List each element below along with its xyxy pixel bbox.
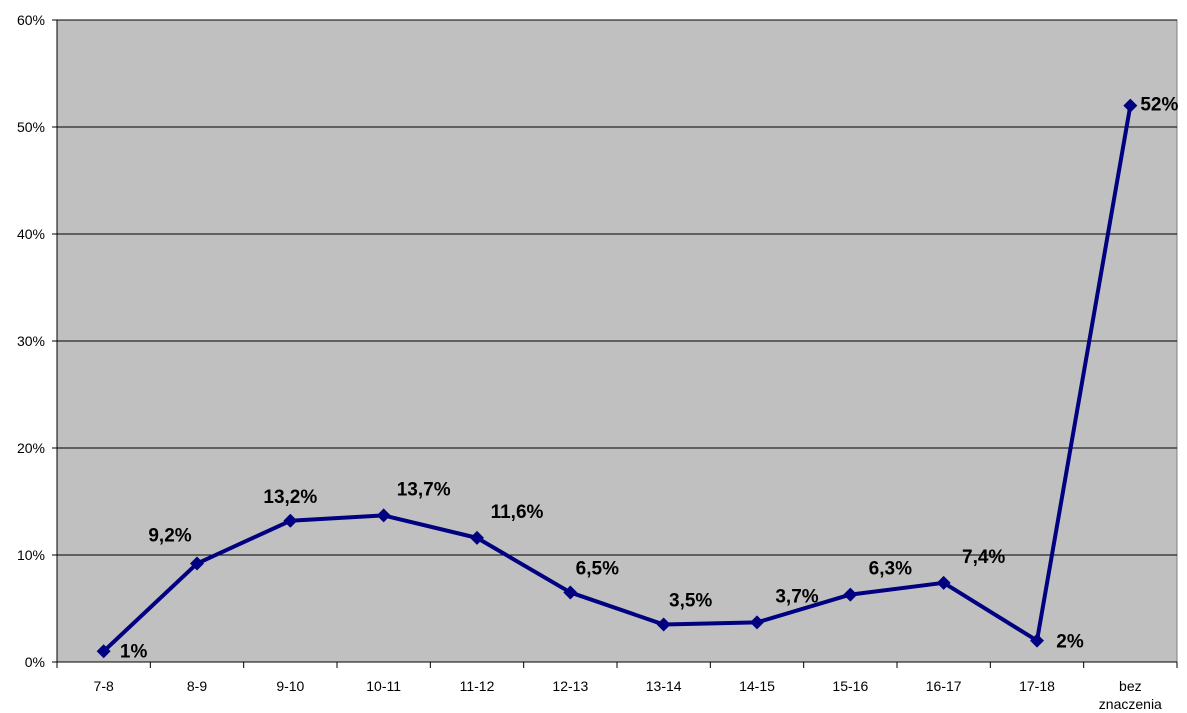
data-label: 7,4% (962, 547, 1005, 568)
data-label: 52% (1140, 95, 1178, 116)
y-tick-label: 20% (17, 440, 45, 456)
data-point-marker (1123, 98, 1138, 113)
y-tick-label: 30% (17, 333, 45, 349)
data-label: 6,5% (576, 558, 619, 579)
x-tick-label: 15-16 (832, 678, 868, 694)
x-tick-label: 11-12 (460, 678, 495, 694)
data-label: 9,2% (148, 526, 191, 547)
data-label: 1% (120, 641, 148, 662)
data-labels: 1% 9,2% 13,2% 13,7% 11,6% 6,5% 3,5% 3,7% 6,3% 7,4… (120, 95, 1179, 663)
data-label: 11,6% (491, 502, 544, 523)
x-tick-label: 17-18 (1019, 678, 1055, 694)
x-tick-label: bez znaczenia (1099, 678, 1162, 712)
y-tick-label: 40% (17, 226, 45, 242)
series-line (102, 105, 1133, 653)
data-point-marker (96, 644, 111, 659)
y-tick-label: 60% (17, 12, 45, 28)
series (96, 98, 1138, 659)
x-tick-label: 12-13 (552, 678, 588, 694)
data-label: 3,5% (669, 591, 712, 612)
data-point-marker (190, 556, 204, 571)
x-tick-label: 8-9 (187, 678, 207, 694)
x-tick-label: 13-14 (646, 678, 682, 694)
data-point-marker (1030, 633, 1044, 648)
x-tick-label: 7-8 (94, 678, 114, 694)
data-label: 13,7% (397, 479, 451, 500)
x-tick-label: 9-10 (276, 678, 304, 694)
x-tick-label: 14-15 (739, 678, 775, 694)
gridlines (57, 19, 1177, 556)
y-tick-label: 0% (25, 654, 45, 670)
data-point-marker (563, 585, 578, 600)
x-tick-label: 10-11 (366, 678, 401, 694)
y-tick-label: 10% (17, 547, 45, 563)
axes: 0% 10% 20% 30% 40% 50% 60% 7-8 8-9 9-10 10-11 11-12… (17, 12, 1178, 712)
data-point-marker (750, 615, 764, 630)
data-point-marker (376, 508, 391, 523)
data-label: 3,7% (775, 586, 818, 607)
data-label: 13,2% (263, 487, 317, 508)
data-label: 2% (1056, 632, 1084, 653)
x-tick-label: 16-17 (926, 678, 962, 694)
data-point-marker (936, 575, 951, 590)
data-label: 6,3% (869, 559, 912, 580)
data-point-marker (283, 513, 298, 528)
data-point-marker (470, 530, 484, 545)
data-point-marker (843, 587, 858, 602)
data-point-marker (656, 617, 671, 632)
y-tick-label: 50% (17, 119, 45, 135)
